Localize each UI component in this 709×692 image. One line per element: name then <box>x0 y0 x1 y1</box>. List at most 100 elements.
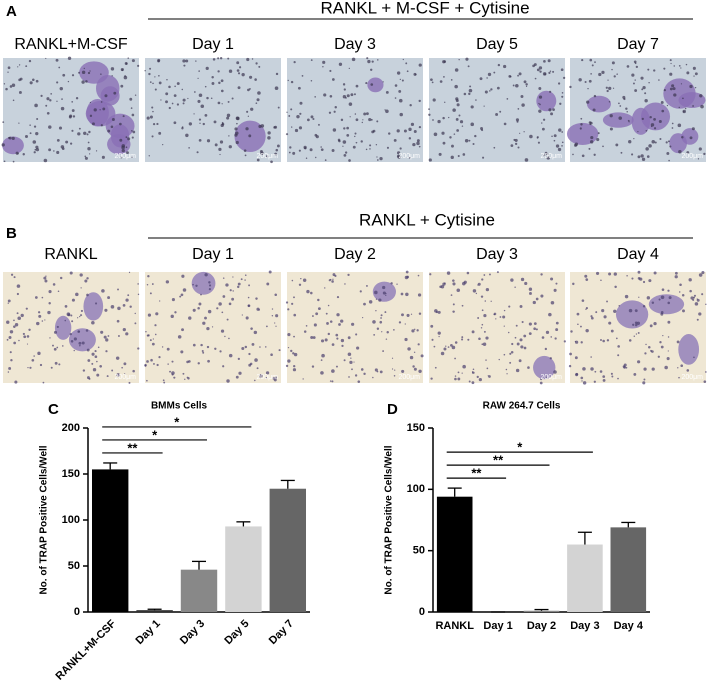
cell-dot <box>693 75 695 77</box>
cell-dot <box>91 352 95 356</box>
cell-dot <box>647 68 650 71</box>
cell-dot <box>502 315 506 319</box>
cell-dot <box>270 353 273 357</box>
cell-dot <box>703 380 707 383</box>
cell-dot <box>149 67 152 70</box>
cell-dot <box>503 353 506 356</box>
cell-dot <box>606 339 610 342</box>
cell-dot <box>254 358 258 362</box>
cell-dot <box>234 133 238 137</box>
cell-dot <box>441 131 445 135</box>
cell-dot <box>195 284 198 287</box>
cell-dot <box>62 73 66 77</box>
cell-dot <box>596 137 600 142</box>
cell-dot <box>418 369 422 373</box>
cell-dot <box>591 64 594 67</box>
cell-dot <box>360 368 364 371</box>
cell-dot <box>13 341 17 345</box>
cell-dot <box>548 312 552 317</box>
cell-dot <box>293 364 296 368</box>
cell-dot <box>468 380 471 383</box>
cell-dot <box>89 114 93 118</box>
cell-dot <box>355 141 358 144</box>
cell-dot <box>101 289 105 293</box>
cell-dot <box>650 349 653 352</box>
cell-dot <box>532 300 536 305</box>
cell-dot <box>464 139 469 143</box>
cell-dot <box>550 277 554 281</box>
cell-dot <box>648 279 652 283</box>
cell-dot <box>53 330 58 334</box>
cell-dot <box>463 92 467 96</box>
cell-dot <box>662 334 664 337</box>
cell-dot <box>312 117 315 121</box>
cell-dot <box>680 364 684 368</box>
cell-dot <box>418 312 422 315</box>
cell-dot <box>579 127 582 130</box>
y-tick-label: 150 <box>407 422 425 434</box>
cell-dot <box>292 368 297 372</box>
cell-dot <box>257 91 261 95</box>
cell-dot <box>597 132 600 135</box>
cell-dot <box>335 333 339 337</box>
cell-dot <box>197 306 200 310</box>
cell-dot <box>541 127 545 131</box>
cell-dot <box>404 275 409 280</box>
cell-dot <box>300 277 302 280</box>
cell-dot <box>678 106 680 109</box>
cell-dot <box>611 61 615 65</box>
column-label: Day 1 <box>192 246 234 263</box>
cell-dot <box>678 64 681 67</box>
cell-dot <box>352 145 356 149</box>
cell-dot <box>149 339 152 342</box>
cell-dot <box>218 147 222 152</box>
cell-dot <box>61 345 64 347</box>
cell-dot <box>512 84 515 87</box>
cell-dot <box>528 322 532 326</box>
cell-dot <box>377 159 379 161</box>
cell-dot <box>158 74 160 77</box>
cell-dot <box>84 155 87 158</box>
cell-dot <box>272 376 276 380</box>
cell-dot <box>407 347 411 351</box>
cell-dot <box>87 147 91 151</box>
cell-dot <box>325 312 328 315</box>
cell-dot <box>519 305 523 308</box>
cell-dot <box>137 64 140 67</box>
cell-dot <box>651 367 655 371</box>
cell-dot <box>417 274 420 277</box>
cell-dot <box>602 379 606 382</box>
cell-dot <box>493 146 496 149</box>
cell-dot <box>265 377 268 379</box>
cell-dot <box>145 331 147 333</box>
cell-dot <box>267 131 271 135</box>
scale-bar-label: 200μm <box>681 153 703 160</box>
cell-dot <box>452 282 456 286</box>
cell-dot <box>246 57 250 62</box>
cell-dot <box>461 338 464 341</box>
cell-dot <box>660 295 665 300</box>
cell-dot <box>288 115 291 117</box>
cell-dot <box>329 94 333 98</box>
cell-dot <box>149 292 152 295</box>
cell-dot <box>602 339 605 343</box>
cell-dot <box>696 298 700 302</box>
cell-dot <box>626 274 628 277</box>
cell-dot <box>72 115 76 118</box>
cell-dot <box>48 125 52 129</box>
cell-dot <box>237 357 240 361</box>
cell-dot <box>208 281 211 284</box>
cell-dot <box>235 116 240 120</box>
cell-dot <box>534 77 537 80</box>
cell-dot <box>593 94 597 98</box>
cell-dot <box>348 67 350 70</box>
cell-dot <box>94 355 98 359</box>
cell-dot <box>265 325 268 328</box>
cell-dot <box>107 335 110 337</box>
cell-dot <box>299 101 303 105</box>
cell-dot <box>546 156 551 160</box>
cell-dot <box>448 116 450 119</box>
cell-dot <box>698 147 702 151</box>
cell-dot <box>7 66 11 70</box>
cell-dot <box>633 335 636 338</box>
